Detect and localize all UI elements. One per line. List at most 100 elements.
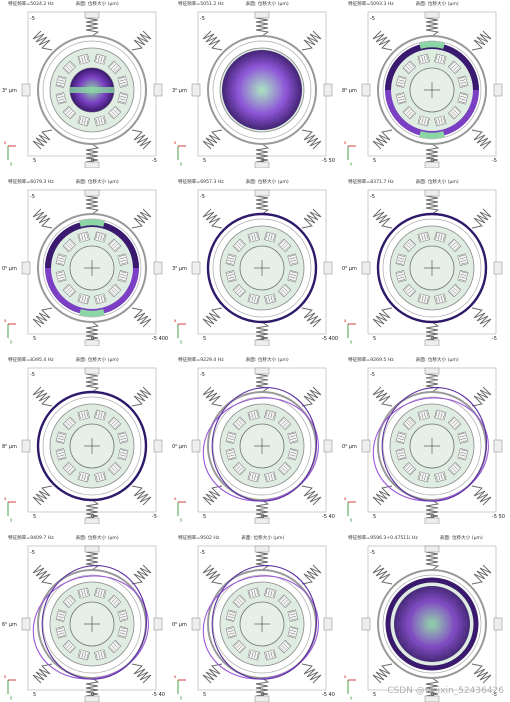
spring-flexure	[372, 307, 393, 328]
surface-label: 表面: 位移大小 (μm)	[415, 358, 459, 363]
anchor-flexure	[84, 499, 100, 524]
displacement-field	[376, 212, 488, 324]
spring-flexure	[131, 208, 152, 229]
axis-tick-label: 5	[203, 158, 206, 164]
svg-text:y: y	[10, 339, 13, 344]
eigenfrequency-label: 特征频率=8371.7 Hz	[348, 180, 394, 185]
axis-tick-label: -5	[200, 16, 205, 22]
outer-ring	[377, 569, 487, 679]
comb-electrode	[94, 471, 107, 483]
axis-tick-label: 0	[261, 514, 264, 520]
comb-electrode	[247, 409, 260, 421]
comb-electrode	[402, 283, 417, 298]
svg-text:x: x	[174, 140, 177, 145]
coordinate-triad: xy	[4, 318, 16, 344]
spring-flexure	[32, 129, 53, 150]
axis-tick-label: -5 40	[152, 692, 165, 698]
surface-label: 表面: 位移大小 (μm)	[439, 536, 483, 541]
comb-electrode	[94, 409, 107, 421]
comb-electrode	[62, 283, 77, 298]
spring-flexure	[202, 307, 223, 328]
comb-electrode	[434, 115, 447, 127]
comb-electrode	[277, 594, 292, 609]
anchor-pad	[361, 83, 371, 97]
axis-tick-label: 0	[91, 514, 94, 520]
anchor-pad	[191, 617, 201, 631]
comb-electrode	[94, 231, 107, 243]
comb-electrode	[55, 270, 67, 283]
outer-ring	[377, 35, 487, 145]
coordinate-triad: xy	[174, 674, 186, 700]
spring-flexure	[131, 386, 152, 407]
comb-electrode	[77, 409, 90, 421]
displacement-field	[32, 575, 149, 680]
comb-electrode	[395, 75, 407, 88]
anchor-pad	[153, 83, 163, 97]
spring-flexure	[301, 129, 322, 150]
svg-text:y: y	[350, 161, 353, 166]
eigenfrequency-label: 特征频率=9409.7 Hz	[8, 536, 54, 541]
panel-title: 特征频率=8395.4 Hz 表面: 位移大小 (μm)	[8, 357, 166, 363]
anchor-pad	[361, 617, 371, 631]
panel-title: 特征频率=9502 Hz 表面: 位移大小 (μm)	[178, 535, 336, 541]
axis-tick-label: 5	[33, 514, 36, 520]
anchor-pad	[21, 617, 31, 631]
comb-electrode	[447, 238, 462, 253]
svg-text:x: x	[344, 318, 347, 323]
comb-electrode	[225, 270, 237, 283]
axis-tick-label: -5	[152, 158, 157, 164]
comb-electrode	[402, 238, 417, 253]
anchor-pad	[153, 261, 163, 275]
comb-electrode	[287, 448, 299, 461]
svg-text:x: x	[4, 496, 7, 501]
svg-text:y: y	[10, 517, 13, 522]
surface-label: 表面: 位移大小 (μm)	[415, 2, 459, 7]
anchor-flexure	[84, 677, 100, 702]
comb-electrode	[402, 461, 417, 476]
displacement-field	[202, 575, 319, 680]
axis-tick-label: -5	[200, 194, 205, 200]
comb-electrode	[232, 416, 247, 431]
eigenfrequency-label: 特征频率=5051.2 Hz	[178, 2, 224, 7]
svg-text:y: y	[350, 517, 353, 522]
comb-electrode	[264, 293, 277, 305]
comb-electrode	[77, 115, 90, 127]
spring-flexure	[131, 485, 152, 506]
eigenfrequency-label: 特征频率=8395.4 Hz	[8, 358, 54, 363]
panel-title: 特征频率=9269.5 Hz 表面: 位移大小 (μm)	[348, 357, 506, 363]
outer-ring	[37, 213, 147, 323]
anchor-flexure	[424, 677, 440, 702]
comb-electrode	[277, 639, 292, 654]
axis-tick-label: -5 40	[322, 514, 335, 520]
comb-electrode	[117, 92, 129, 105]
axis-tick-label: -5 400	[152, 336, 168, 342]
comb-electrode	[94, 293, 107, 305]
comb-electrode	[457, 253, 469, 266]
comb-electrode	[447, 416, 462, 431]
comb-electrode	[264, 409, 277, 421]
comb-electrode	[77, 293, 90, 305]
anchor-flexure	[254, 499, 270, 524]
comb-electrode	[107, 238, 122, 253]
comb-electrode	[447, 60, 462, 75]
axis-tick-label: 0	[91, 692, 94, 698]
eigenfrequency-label: 特征频率=9596.3+0.47511i Hz	[348, 536, 418, 541]
comb-electrode	[287, 609, 299, 622]
displacement-field	[202, 397, 319, 502]
spring-flexure	[131, 564, 152, 585]
axis-tick-label: 5	[33, 158, 36, 164]
displacement-field	[394, 586, 470, 662]
anchor-pad	[493, 439, 503, 453]
comb-electrode	[117, 431, 129, 444]
anchor-pad	[493, 261, 503, 275]
y-axis-label: 8⁰ μm	[2, 444, 17, 450]
panel-title: 特征频率=5024.2 Hz 表面: 位移大小 (μm)	[8, 1, 166, 7]
svg-text:x: x	[4, 674, 7, 679]
axis-tick-label: -5	[30, 16, 35, 22]
axis-tick-label: -5	[30, 550, 35, 556]
axis-tick-label: -5	[30, 372, 35, 378]
spring-flexure	[471, 485, 492, 506]
anchor-pad	[153, 439, 163, 453]
